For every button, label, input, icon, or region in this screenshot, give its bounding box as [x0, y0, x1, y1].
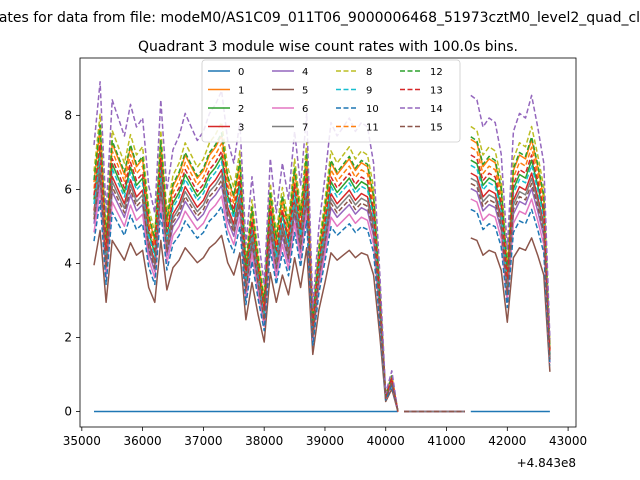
- legend-box: [201, 59, 461, 143]
- series-13-line-0: [93, 143, 399, 412]
- series-9-line-0: [93, 154, 399, 412]
- x-tick-label-5: 40000: [367, 434, 405, 448]
- x-tick-label-6: 41000: [427, 434, 465, 448]
- legend-label-14: 14: [430, 104, 443, 115]
- legend-label-15: 15: [430, 123, 443, 134]
- x-tick-label-7: 42000: [488, 434, 526, 448]
- series-13-line-2: [470, 154, 551, 353]
- series-15: [93, 172, 551, 413]
- legend-label-4: 4: [302, 67, 308, 78]
- series-12-line-2: [470, 136, 551, 349]
- legend-label-3: 3: [238, 123, 244, 134]
- y-tick-label-4: 8: [64, 108, 72, 122]
- x-tick-label-4: 39000: [306, 434, 344, 448]
- x-tick-label-2: 37000: [184, 434, 222, 448]
- series-5-line-2: [470, 237, 551, 372]
- x-offset-label: +4.843e8: [517, 456, 576, 470]
- series-layer: [93, 81, 551, 413]
- y-tick-label-3: 6: [64, 182, 72, 196]
- y-axis: 0 2 4 6 8: [64, 108, 80, 418]
- y-tick-label-0: 0: [64, 404, 72, 418]
- legend-label-6: 6: [302, 104, 308, 115]
- legend-label-10: 10: [366, 104, 379, 115]
- series-10-line-2: [470, 208, 551, 366]
- legend-label-5: 5: [302, 86, 308, 97]
- series-5-line-0: [93, 229, 399, 412]
- legend-label-7: 7: [302, 123, 308, 134]
- series-14-line-2: [470, 94, 551, 340]
- x-tick-label-0: 35000: [63, 434, 101, 448]
- legend-label-13: 13: [430, 86, 443, 97]
- legend-label-0: 0: [238, 67, 244, 78]
- chart-title: Quadrant 3 module wise count rates with …: [138, 39, 518, 55]
- x-tick-label-1: 36000: [124, 434, 162, 448]
- series-15-line-0: [93, 172, 399, 412]
- legend-label-1: 1: [238, 86, 244, 97]
- legend-label-12: 12: [430, 67, 443, 78]
- axes-frame: [79, 57, 577, 428]
- y-tick-label-2: 4: [64, 256, 72, 270]
- legend-label-8: 8: [366, 67, 372, 78]
- x-tick-label-3: 38000: [245, 434, 283, 448]
- series-15-line-2: [470, 182, 551, 360]
- x-tick-label-8: 43000: [549, 434, 587, 448]
- legend-label-11: 11: [366, 123, 379, 134]
- y-tick-label-1: 2: [64, 330, 72, 344]
- axes-border: [79, 57, 577, 428]
- legend-label-2: 2: [238, 104, 244, 115]
- legend-label-9: 9: [366, 86, 372, 97]
- x-axis: 35000 36000 37000 38000 39000 40000 41000 42000…: [63, 427, 587, 448]
- series-14-line-0: [93, 81, 399, 412]
- series-10-line-0: [93, 199, 399, 412]
- figure-suptitle: Count rates for data from file: modeM0/A…: [0, 10, 640, 26]
